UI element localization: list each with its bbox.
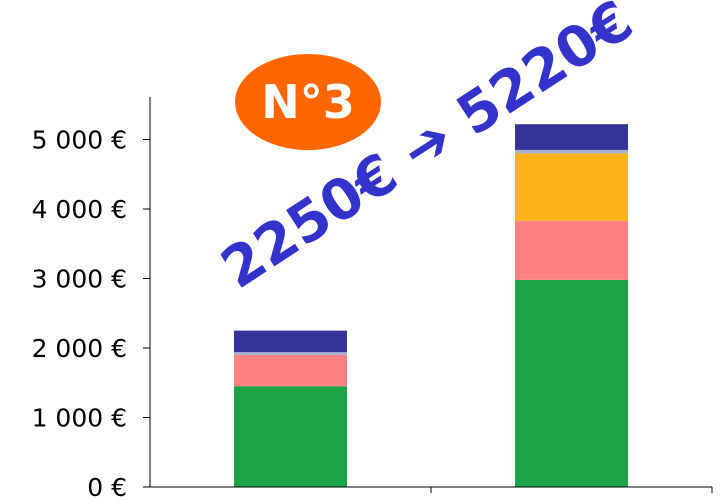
y-tick-label-4000: 4 000 € — [32, 195, 127, 224]
bar-2-segment-5 — [515, 124, 628, 150]
bar-1-segment-2 — [234, 354, 347, 387]
bar-1-segment-1 — [234, 386, 347, 487]
annotation-from: 2250€ — [210, 141, 409, 302]
badge: N°3 — [235, 54, 381, 150]
y-tick-label-2000: 2 000 € — [32, 334, 127, 363]
y-tick-label-1000: 1 000 € — [32, 404, 127, 433]
y-ticks-layer: 0 € 1 000 € 2 000 € 3 000 € 4 000 € 5 000 € — [32, 126, 713, 500]
y-tick-label-5000: 5 000 € — [32, 126, 127, 155]
bars-layer — [234, 124, 628, 487]
bar-1-segment-4 — [234, 352, 347, 355]
arrow-icon: ➔ — [390, 105, 465, 185]
badge-ellipse — [235, 54, 381, 150]
bar-2-segment-2 — [515, 220, 628, 280]
badge-text: N°3 — [261, 75, 355, 129]
bar-1-segment-5 — [234, 330, 347, 353]
bar-2-segment-1 — [515, 279, 628, 487]
y-tick-label-0: 0 € — [87, 473, 127, 500]
y-tick-label-3000: 3 000 € — [32, 265, 127, 294]
bar-2-segment-3 — [515, 153, 628, 221]
bar-2-segment-4 — [515, 149, 628, 154]
